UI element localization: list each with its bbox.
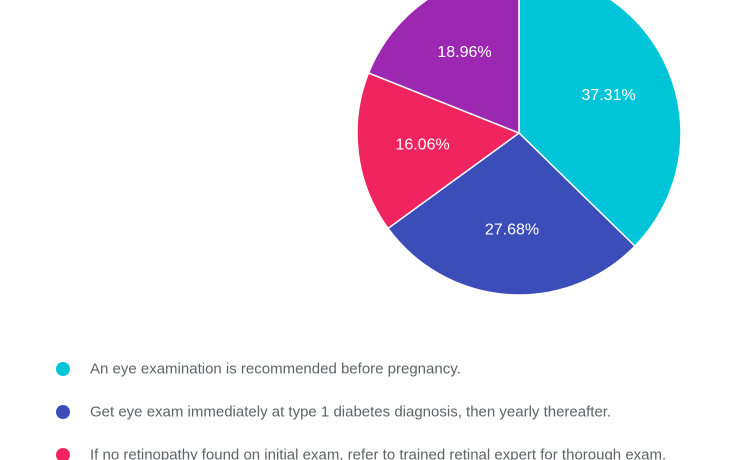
legend-label-0: An eye examination is recommended before… [90,361,461,378]
legend: An eye examination is recommended before… [56,361,666,460]
legend-marker-0 [56,362,70,376]
legend-marker-2 [56,448,70,460]
slice-label-2: 16.06% [395,137,449,154]
legend-label-1: Get eye exam immediately at type 1 diabe… [90,404,611,421]
slice-label-3: 18.96% [437,44,491,61]
pie-slice-2[interactable] [356,71,521,230]
pie-slices [356,0,682,296]
slice-label-0: 37.31% [581,87,635,104]
pie-slice-1[interactable] [386,132,636,296]
legend-label-2: If no retinopathy found on initial exam,… [90,447,666,460]
legend-marker-1 [56,405,70,419]
pie-slice-labels: 37.31% 27.68% 16.06% 18.96% [395,44,635,238]
pie-slice-0[interactable] [518,0,682,248]
slice-label-1: 27.68% [485,221,539,238]
pie-slice-3[interactable] [367,0,520,135]
